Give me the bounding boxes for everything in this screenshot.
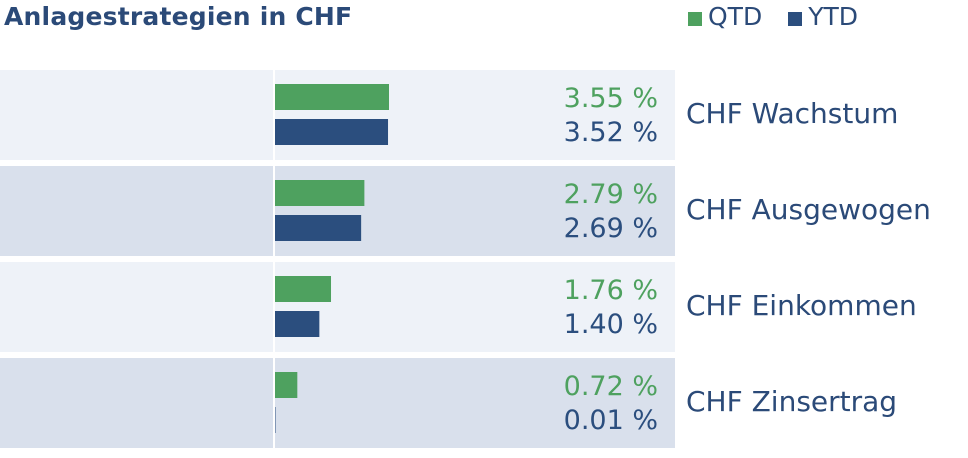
chart-title: Anlagestrategien in CHF	[4, 2, 353, 31]
legend: QTD YTD	[688, 2, 884, 31]
value-label-qtd-chf-zinsertrag: 0.72 %	[564, 371, 658, 402]
value-label-ytd-chf-ausgewogen: 2.69 %	[564, 213, 658, 244]
bar-ytd-chf-einkommen	[274, 311, 320, 337]
value-label-ytd-chf-zinsertrag: 0.01 %	[564, 405, 658, 436]
row-background-chf-zinsertrag	[0, 358, 675, 448]
category-label-chf-wachstum: CHF Wachstum	[686, 97, 898, 130]
legend-swatch-ytd	[788, 11, 803, 26]
bar-qtd-chf-einkommen	[274, 276, 332, 302]
legend-label-qtd: QTD	[708, 2, 763, 31]
value-label-ytd-chf-wachstum: 3.52 %	[564, 117, 658, 148]
category-label-chf-einkommen: CHF Einkommen	[686, 289, 917, 322]
bar-ytd-chf-ausgewogen	[274, 215, 362, 241]
value-label-qtd-chf-ausgewogen: 2.79 %	[564, 179, 658, 210]
legend-swatch-qtd	[688, 11, 702, 26]
legend-item-qtd: QTD	[688, 2, 762, 31]
bar-qtd-chf-zinsertrag	[274, 372, 298, 398]
value-label-qtd-chf-einkommen: 1.76 %	[564, 275, 658, 306]
bar-qtd-chf-ausgewogen	[274, 180, 365, 206]
category-label-chf-zinsertrag: CHF Zinsertrag	[686, 385, 897, 418]
row-background-chf-einkommen	[0, 262, 675, 352]
bar-ytd-chf-wachstum	[274, 119, 389, 145]
value-label-qtd-chf-wachstum: 3.55 %	[564, 83, 658, 114]
legend-item-ytd: YTD	[788, 2, 858, 31]
legend-label-ytd: YTD	[808, 2, 858, 31]
value-label-ytd-chf-einkommen: 1.40 %	[564, 309, 658, 340]
bar-qtd-chf-wachstum	[274, 84, 389, 110]
category-label-chf-ausgewogen: CHF Ausgewogen	[686, 193, 931, 226]
